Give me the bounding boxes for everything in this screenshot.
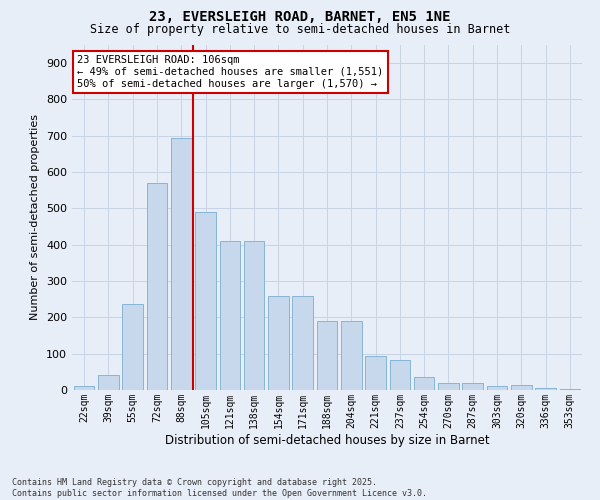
Bar: [220, 241, 240, 390]
Text: 23 EVERSLEIGH ROAD: 106sqm
← 49% of semi-detached houses are smaller (1,551)
50%: 23 EVERSLEIGH ROAD: 106sqm ← 49% of semi…: [77, 56, 383, 88]
Bar: [292, 296, 313, 390]
Bar: [341, 321, 362, 390]
Bar: [511, 386, 532, 390]
Bar: [146, 183, 167, 390]
Bar: [244, 241, 265, 390]
Bar: [463, 384, 483, 390]
Bar: [268, 296, 289, 390]
X-axis label: Distribution of semi-detached houses by size in Barnet: Distribution of semi-detached houses by …: [164, 434, 490, 446]
Bar: [365, 356, 386, 390]
Bar: [74, 386, 94, 390]
Y-axis label: Number of semi-detached properties: Number of semi-detached properties: [31, 114, 40, 320]
Bar: [195, 212, 216, 390]
Bar: [171, 138, 191, 390]
Bar: [414, 378, 434, 390]
Bar: [122, 304, 143, 390]
Bar: [98, 374, 119, 390]
Text: 23, EVERSLEIGH ROAD, BARNET, EN5 1NE: 23, EVERSLEIGH ROAD, BARNET, EN5 1NE: [149, 10, 451, 24]
Bar: [487, 386, 508, 390]
Text: Size of property relative to semi-detached houses in Barnet: Size of property relative to semi-detach…: [90, 22, 510, 36]
Bar: [438, 382, 459, 390]
Bar: [317, 321, 337, 390]
Text: Contains HM Land Registry data © Crown copyright and database right 2025.
Contai: Contains HM Land Registry data © Crown c…: [12, 478, 427, 498]
Bar: [535, 388, 556, 390]
Bar: [389, 360, 410, 390]
